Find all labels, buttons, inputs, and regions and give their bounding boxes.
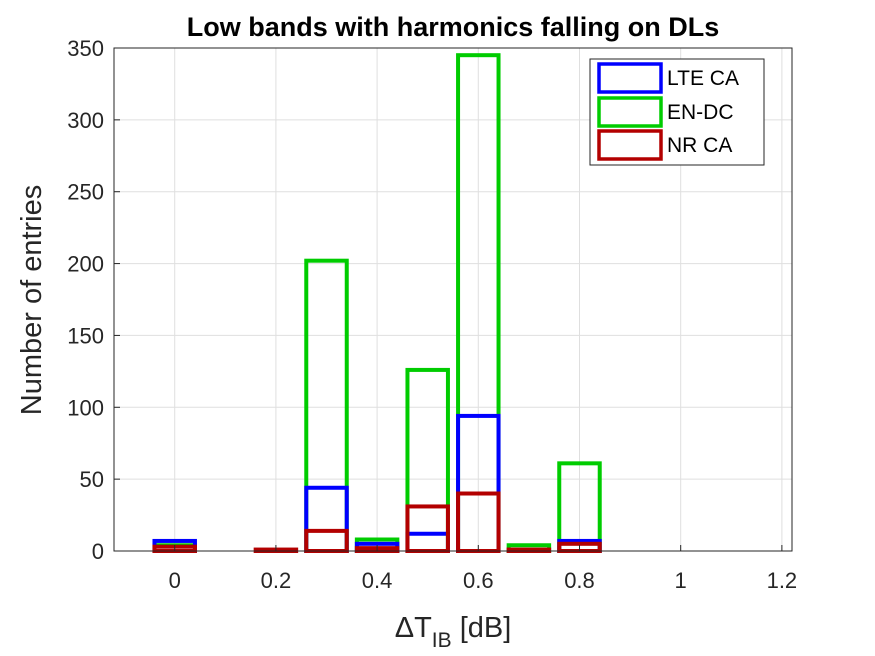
axes-box [113, 47, 793, 552]
x-tick-label: 0 [169, 568, 181, 593]
legend: LTE CA EN-DC NR CA [589, 58, 765, 166]
legend-swatch-nr-ca [597, 129, 663, 161]
legend-swatch-en-dc [597, 96, 663, 128]
y-tick-label: 200 [67, 252, 104, 277]
x-tick-label: 0.6 [463, 568, 494, 593]
y-tick-label: 250 [67, 180, 104, 205]
tick-layer: 0 0.2 0.4 0.6 0.8 1 1.2 0 50 100 150 200 250 300 350 [67, 36, 797, 593]
x-tick-label: 1.2 [767, 568, 798, 593]
y-tick-label: 150 [67, 323, 104, 348]
legend-label-nr-ca: NR CA [667, 134, 732, 157]
y-axis-label: Number of entries [16, 185, 48, 416]
x-tick-label: 0.8 [564, 568, 595, 593]
legend-label-en-dc: EN-DC [667, 101, 734, 124]
legend-box [589, 58, 765, 166]
y-tick-label: 300 [67, 108, 104, 133]
legend-swatch-lte-ca [597, 62, 663, 94]
y-tick-label: 100 [67, 395, 104, 420]
y-tick-label: 50 [80, 467, 104, 492]
y-tick-label: 350 [67, 36, 104, 61]
x-axis-label-prefix: ΔT [395, 612, 432, 644]
x-tick-label: 0.4 [362, 568, 393, 593]
x-axis-label: ΔTIB [dB] [395, 612, 512, 652]
x-tick-label: 1 [675, 568, 687, 593]
y-tick-label: 0 [92, 539, 104, 564]
chart-title: Low bands with harmonics falling on DLs [187, 12, 720, 42]
legend-label-lte-ca: LTE CA [667, 67, 739, 90]
x-axis-label-subscript: IB [432, 629, 452, 652]
x-axis-label-suffix: [dB] [452, 612, 512, 644]
x-tick-label: 0.2 [261, 568, 292, 593]
